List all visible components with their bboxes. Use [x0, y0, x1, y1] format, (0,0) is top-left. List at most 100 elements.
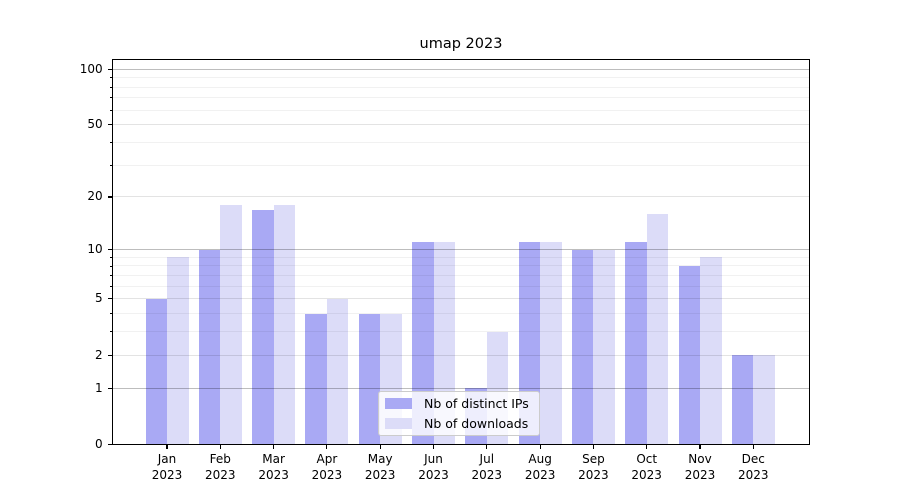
bar-distinct-ips-jan: [145, 298, 167, 444]
gridline-minor: [112, 164, 810, 166]
y-tick-mark: [108, 68, 113, 70]
y-minor-tick-mark: [110, 256, 113, 258]
y-tick-mark: [108, 354, 113, 356]
gridline-minor: [112, 77, 810, 79]
x-tick-year: 2023: [205, 468, 236, 483]
legend-label-downloads: Nb of downloads: [424, 416, 529, 431]
gridline-minor: [112, 285, 810, 287]
bar-distinct-ips-oct: [625, 242, 647, 444]
y-tick-mark: [108, 298, 113, 300]
y-tick-label: 2: [95, 347, 103, 362]
gridline-minor: [112, 274, 810, 276]
x-tick-month: Dec: [741, 451, 765, 466]
x-tick-mark: [219, 444, 221, 450]
x-tick-year: 2023: [258, 468, 289, 483]
gridline-major: [112, 124, 810, 126]
bar-distinct-ips-may: [358, 313, 381, 444]
x-tick-label-aug: Aug 2023: [513, 451, 567, 484]
bar-downloads-feb: [220, 205, 242, 444]
y-minor-tick-mark: [110, 265, 113, 267]
x-tick-year: 2023: [738, 468, 769, 483]
x-tick-label-dec: Dec 2023: [726, 451, 780, 484]
legend-item-downloads: Nb of downloads: [379, 415, 539, 432]
y-minor-tick-mark: [110, 285, 113, 287]
x-tick-month: Aug: [528, 451, 552, 466]
y-tick-label: 1: [95, 380, 103, 395]
x-tick-label-feb: Feb 2023: [193, 451, 247, 484]
bar-downloads-sep: [593, 249, 615, 444]
y-tick-label: 0: [95, 437, 103, 452]
x-tick-label-nov: Nov 2023: [673, 451, 727, 484]
x-tick-mark: [752, 444, 754, 450]
bar-distinct-ips-feb: [198, 249, 221, 444]
gridline-minor: [112, 331, 810, 333]
x-tick-label-sep: Sep 2023: [566, 451, 620, 484]
x-tick-month: Sep: [582, 451, 605, 466]
bar-distinct-ips-mar: [252, 209, 274, 444]
x-tick-year: 2023: [364, 468, 396, 483]
y-minor-tick-mark: [110, 109, 113, 111]
legend: Nb of distinct IPs Nb of downloads: [378, 391, 540, 436]
x-tick-label-mar: Mar 2023: [247, 451, 301, 484]
y-minor-tick-mark: [110, 313, 113, 315]
x-tick-month: Apr: [316, 451, 338, 466]
y-tick-mark: [108, 124, 113, 126]
x-tick-month: Oct: [636, 451, 658, 466]
y-minor-tick-mark: [110, 142, 113, 143]
gridline-major: [112, 354, 810, 356]
bar-distinct-ips-dec: [731, 355, 754, 444]
gridline-minor: [112, 313, 810, 315]
x-tick-mark: [486, 444, 488, 450]
bar-downloads-jan: [167, 257, 189, 444]
gridline-decade: [112, 387, 810, 389]
x-tick-label-apr: Apr 2023: [300, 451, 354, 484]
gridline-major: [112, 298, 810, 300]
x-tick-year: 2023: [578, 468, 609, 483]
x-tick-label-oct: Oct 2023: [620, 451, 674, 484]
x-tick-mark: [539, 444, 541, 450]
x-tick-label-jan: Jan 2023: [140, 451, 194, 484]
x-tick-year: 2023: [151, 468, 183, 483]
legend-item-distinct-ips: Nb of distinct IPs: [379, 395, 539, 412]
x-tick-month: Mar: [262, 451, 285, 466]
chart-title: umap 2023: [419, 36, 503, 52]
x-tick-mark: [379, 444, 381, 450]
gridline-minor: [112, 142, 810, 143]
x-tick-year: 2023: [684, 468, 716, 483]
gridline-minor: [112, 97, 810, 99]
gridline-minor: [112, 265, 810, 267]
x-tick-month: Jan: [157, 451, 177, 466]
y-tick-mark: [108, 196, 113, 198]
legend-swatch-distinct-ips: [385, 398, 412, 409]
y-tick-mark: [108, 387, 113, 389]
x-tick-year: 2023: [631, 468, 662, 483]
bar-downloads-nov: [700, 257, 722, 444]
x-tick-month: Nov: [688, 451, 712, 466]
bar-downloads-oct: [646, 214, 669, 444]
x-tick-month: Feb: [209, 451, 231, 466]
bar-downloads-apr: [326, 298, 349, 444]
y-tick-label: 50: [87, 117, 103, 132]
gridline-minor: [112, 109, 810, 111]
y-minor-tick-mark: [110, 86, 113, 88]
x-tick-year: 2023: [524, 468, 556, 483]
x-tick-month: May: [367, 451, 393, 466]
x-tick-mark: [273, 444, 275, 450]
x-tick-mark: [432, 444, 435, 450]
gridline-major: [112, 196, 810, 198]
y-minor-tick-mark: [110, 331, 113, 333]
x-tick-mark: [699, 444, 701, 450]
x-tick-year: 2023: [471, 468, 503, 483]
x-tick-label-jul: Jul 2023: [460, 451, 514, 484]
gridline-decade: [112, 68, 810, 70]
x-tick-mark: [166, 444, 168, 450]
x-tick-label-may: May 2023: [353, 451, 407, 484]
y-tick-label: 5: [95, 291, 103, 306]
x-tick-year: 2023: [311, 468, 343, 483]
y-tick-label: 100: [79, 61, 103, 76]
gridline-minor: [112, 86, 810, 88]
y-minor-tick-mark: [110, 97, 113, 99]
bar-downloads-mar: [273, 205, 296, 444]
y-tick-mark: [108, 248, 113, 251]
